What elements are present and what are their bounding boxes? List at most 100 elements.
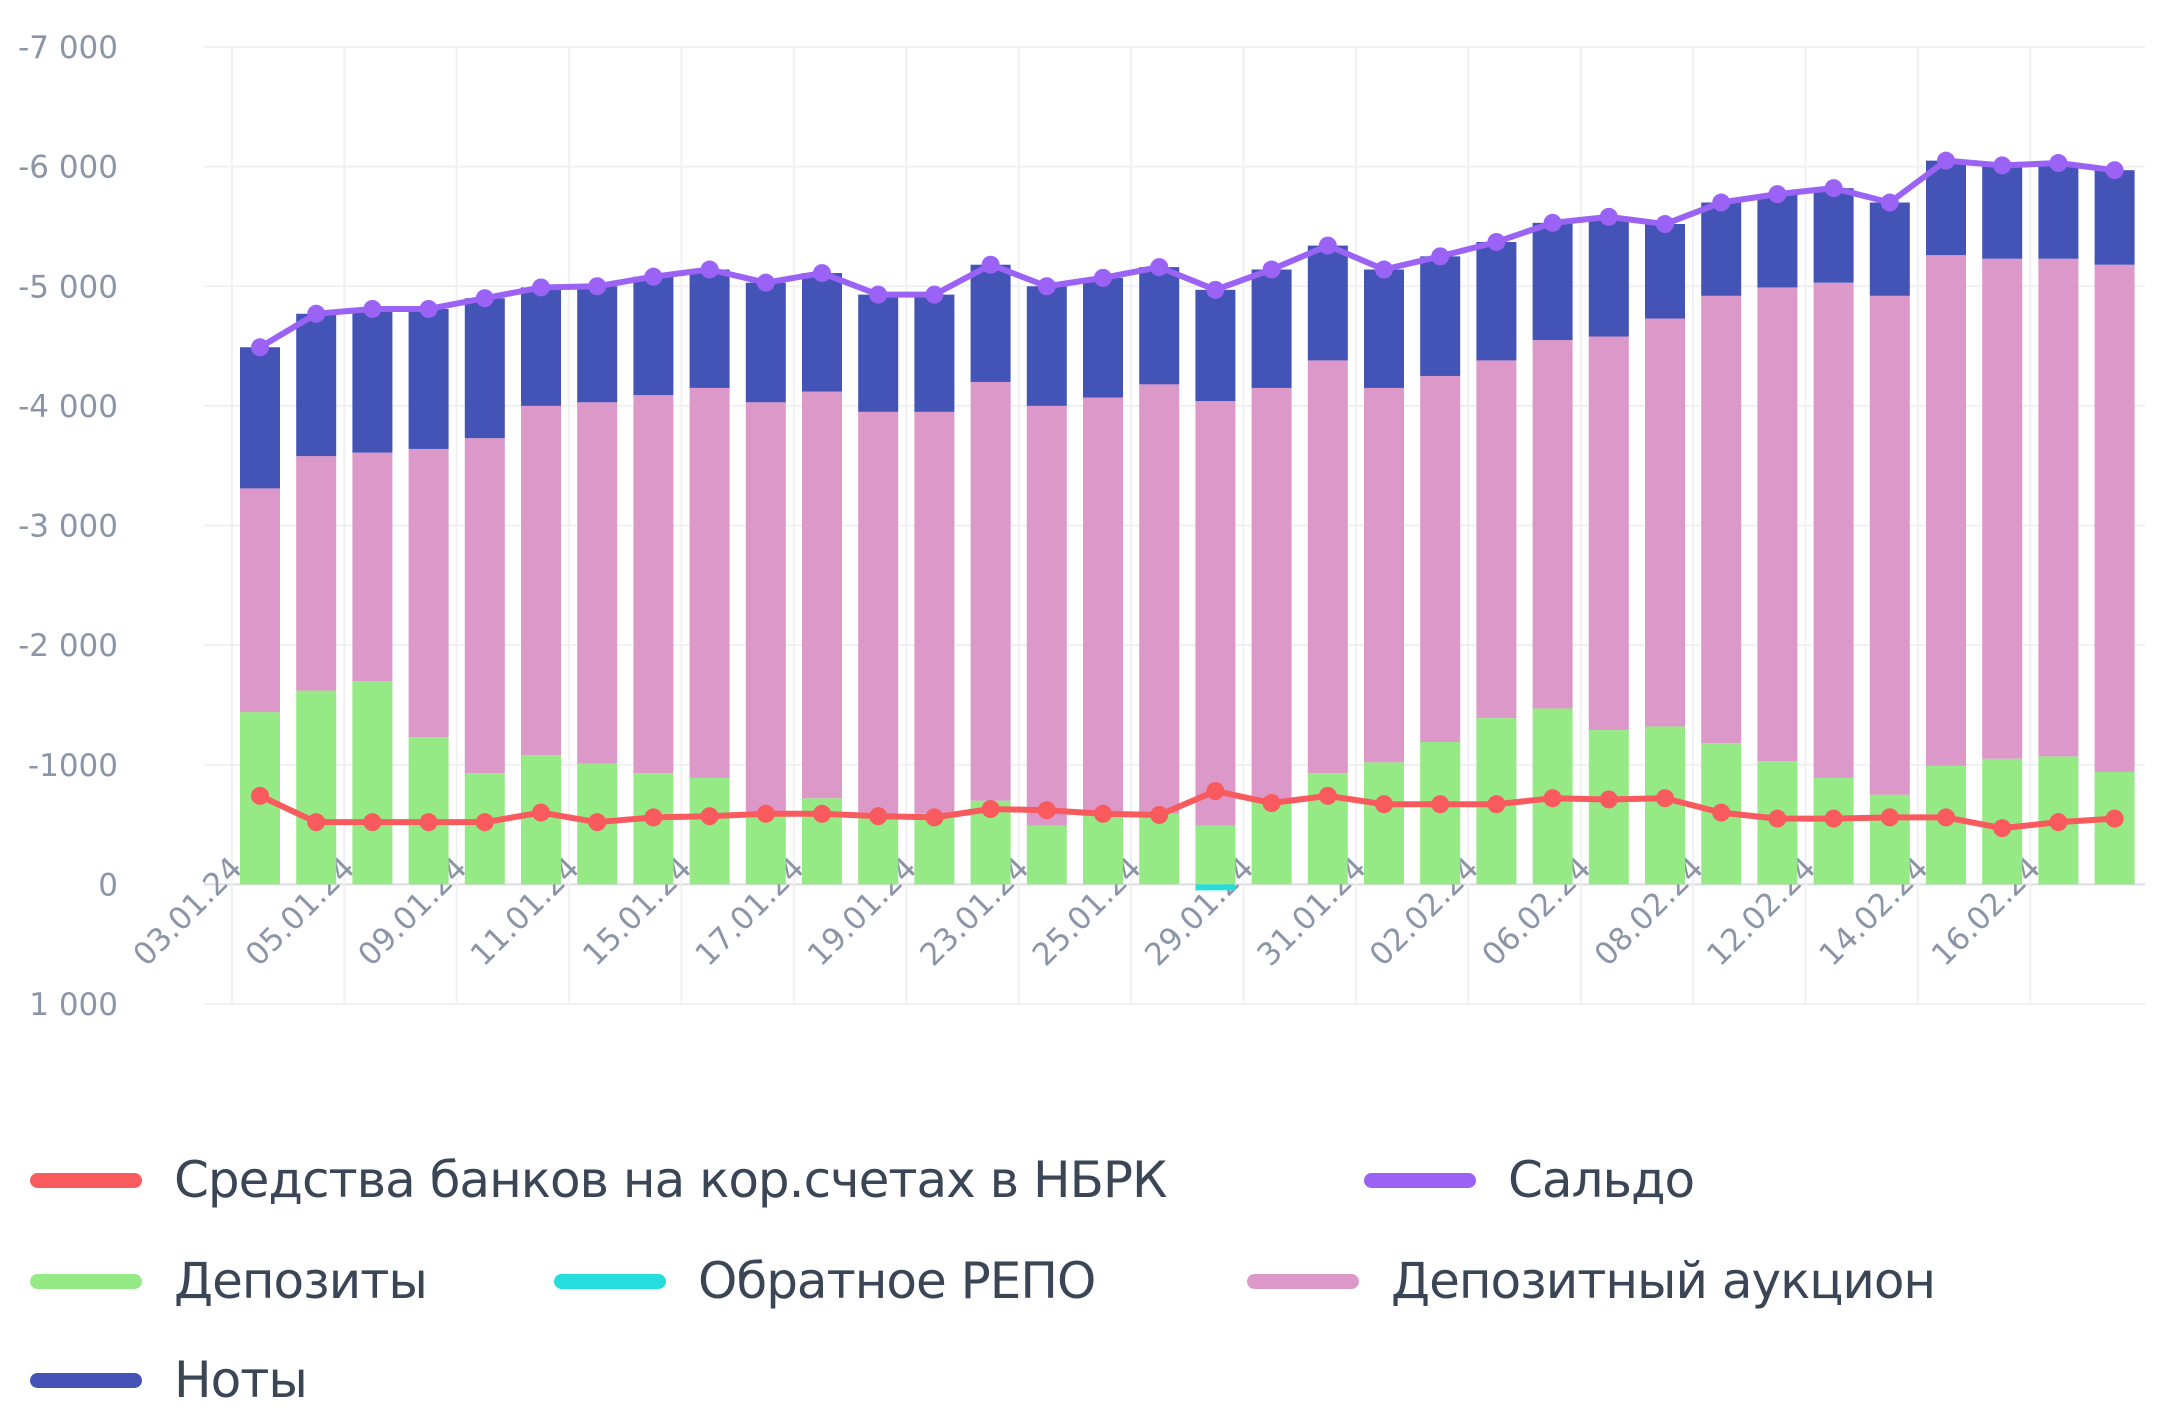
bar-segment[interactable] (408, 737, 449, 885)
bar-segment[interactable] (240, 347, 280, 489)
bar-segment[interactable] (296, 690, 337, 885)
data-point[interactable] (1094, 268, 1112, 287)
bar-segment[interactable] (1139, 384, 1180, 814)
data-point[interactable] (2049, 154, 2068, 173)
bar-segment[interactable] (1195, 825, 1236, 885)
bar-segment[interactable] (352, 452, 393, 682)
bar-segment[interactable] (1083, 277, 1123, 398)
bar-segment[interactable] (577, 286, 618, 403)
data-point[interactable] (1712, 193, 1731, 212)
data-point[interactable] (1487, 232, 1506, 251)
data-point[interactable] (1824, 809, 1843, 828)
bar-segment[interactable] (914, 411, 955, 814)
bar-segment[interactable] (1026, 286, 1067, 406)
bar-segment[interactable] (1251, 269, 1292, 388)
bar-segment[interactable] (1083, 813, 1123, 885)
bar-segment[interactable] (1701, 295, 1742, 744)
data-point[interactable] (981, 800, 1000, 819)
data-point[interactable] (532, 278, 550, 297)
bar-segment[interactable] (1926, 160, 1966, 256)
data-point[interactable] (419, 299, 438, 318)
data-point[interactable] (1206, 782, 1225, 801)
bar-segment[interactable] (521, 405, 561, 756)
bar-segment[interactable] (633, 773, 674, 885)
data-point[interactable] (419, 813, 438, 832)
bar-segment[interactable] (1476, 360, 1517, 719)
bar-segment[interactable] (1869, 794, 1910, 885)
data-point[interactable] (925, 808, 944, 827)
data-point[interactable] (2049, 813, 2068, 832)
bar-segment[interactable] (2094, 771, 2135, 885)
data-point[interactable] (2105, 809, 2124, 828)
data-point[interactable] (475, 289, 494, 308)
bar-segment[interactable] (1083, 397, 1123, 814)
data-point[interactable] (475, 813, 494, 832)
bar-segment[interactable] (1982, 258, 2023, 759)
data-point[interactable] (869, 285, 888, 304)
bar-segment[interactable] (1420, 256, 1461, 376)
data-point[interactable] (1431, 247, 1450, 266)
legend-item-deposits[interactable]: Депозиты (30, 1246, 428, 1316)
data-point[interactable] (700, 260, 719, 279)
data-point[interactable] (251, 338, 269, 357)
data-point[interactable] (1880, 193, 1899, 212)
data-point[interactable] (925, 285, 944, 304)
data-point[interactable] (1150, 258, 1169, 277)
bar-segment[interactable] (1701, 202, 1742, 296)
data-point[interactable] (1937, 151, 1955, 170)
data-point[interactable] (700, 807, 719, 826)
bar-segment[interactable] (1026, 405, 1067, 826)
data-point[interactable] (307, 813, 326, 832)
data-point[interactable] (1262, 794, 1281, 813)
bar-segment[interactable] (1307, 360, 1348, 774)
bar-segment[interactable] (408, 308, 449, 449)
bar-segment[interactable] (1757, 287, 1798, 762)
data-point[interactable] (813, 264, 831, 283)
bar-segment[interactable] (1869, 202, 1910, 296)
bar-segment[interactable] (745, 282, 786, 403)
data-point[interactable] (756, 804, 775, 823)
data-point[interactable] (588, 813, 607, 832)
bar-segment[interactable] (1588, 216, 1629, 337)
data-point[interactable] (1543, 213, 1562, 232)
bar-segment[interactable] (1813, 777, 1854, 885)
bar-segment[interactable] (464, 298, 505, 439)
data-point[interactable] (644, 267, 663, 286)
data-point[interactable] (981, 255, 1000, 274)
data-point[interactable] (1599, 207, 1618, 226)
bar-segment[interactable] (1420, 375, 1461, 743)
bar-segment[interactable] (1588, 336, 1629, 731)
data-point[interactable] (307, 304, 326, 323)
data-point[interactable] (1656, 215, 1674, 234)
data-point[interactable] (1094, 804, 1112, 823)
bar-segment[interactable] (1195, 401, 1236, 826)
bar-segment[interactable] (2094, 264, 2135, 772)
data-point[interactable] (532, 803, 550, 822)
legend-item-bank-funds[interactable]: Средства банков на кор.счетах в НБРК (30, 1145, 1168, 1215)
data-point[interactable] (1037, 277, 1056, 296)
bar-segment[interactable] (521, 287, 561, 406)
bar-segment[interactable] (689, 777, 730, 885)
data-point[interactable] (1768, 809, 1787, 828)
data-point[interactable] (869, 807, 888, 826)
bar-segment[interactable] (1926, 255, 1966, 766)
legend-item-deposit-auction[interactable]: Депозитный аукцион (1247, 1246, 1936, 1316)
bar-segment[interactable] (1982, 165, 2023, 259)
data-point[interactable] (363, 299, 382, 318)
bar-segment[interactable] (802, 273, 842, 392)
bar-segment[interactable] (1364, 269, 1404, 388)
data-point[interactable] (1431, 795, 1450, 814)
bar-segment[interactable] (1195, 289, 1236, 402)
data-point[interactable] (1037, 801, 1056, 820)
data-point[interactable] (2105, 161, 2124, 180)
bar-segment[interactable] (1532, 222, 1573, 341)
bar-segment[interactable] (240, 488, 280, 713)
bar-segment[interactable] (464, 438, 505, 774)
data-point[interactable] (251, 786, 269, 805)
data-point[interactable] (1206, 280, 1225, 299)
bar-segment[interactable] (577, 402, 618, 764)
bar-segment[interactable] (970, 264, 1011, 382)
bar-segment[interactable] (1139, 813, 1180, 885)
bar-segment[interactable] (352, 308, 393, 453)
bar-segment[interactable] (858, 411, 899, 814)
